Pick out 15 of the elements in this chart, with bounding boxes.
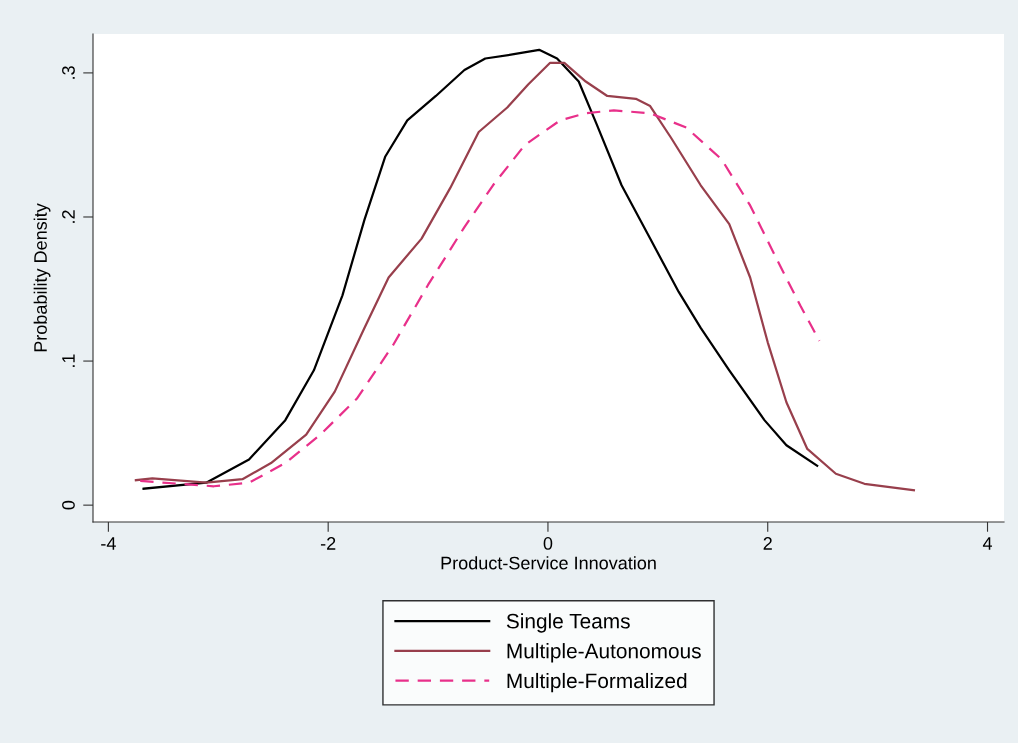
y-tick-label: 0 [62,500,75,510]
x-axis-title: Product-Service Innovation [441,556,656,570]
y-tick-label: .3 [62,66,75,79]
line-series [134,61,915,492]
x-tick-label: -2 [320,537,336,550]
x-tick-label: -4 [101,537,116,550]
y-tick-label: .1 [62,354,75,367]
y-tick-label: .2 [62,210,75,223]
legend-label: Multiple-Autonomous [507,643,701,663]
y-axis-title: Probability Density [33,203,51,352]
legend-label: Single Teams [506,613,630,633]
legend-label: Multiple-Formalized [507,672,687,693]
x-tick-label: 0 [543,537,553,550]
x-tick-label: 4 [982,537,993,550]
x-tick-label: 2 [763,537,772,550]
